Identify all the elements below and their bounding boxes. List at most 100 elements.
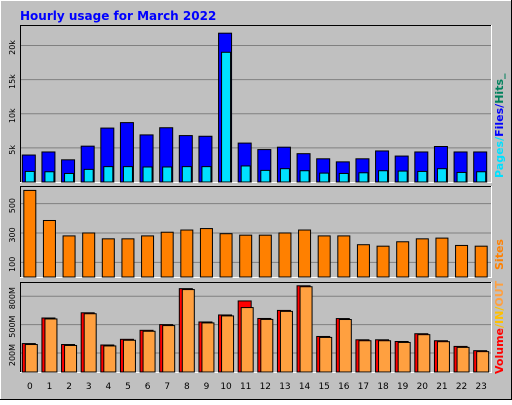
bar-out xyxy=(397,341,411,373)
bar-sites xyxy=(239,234,253,278)
bar-sites xyxy=(258,234,272,278)
bar-pages xyxy=(476,171,487,183)
ylabel-hits: Hits xyxy=(493,79,506,104)
ylabel-sep-1: / xyxy=(493,136,506,141)
x-tick-label: 16 xyxy=(338,382,350,392)
x-tick-label: 1 xyxy=(47,382,53,392)
bar-out xyxy=(44,318,58,373)
panel-hits-files-pages: 5k 10k 15k 20k xyxy=(8,25,492,183)
x-tick-label: 3 xyxy=(86,382,92,392)
bar-out xyxy=(83,313,97,373)
bar-pages xyxy=(142,166,153,183)
bar-sites xyxy=(160,231,174,278)
bar-out xyxy=(260,318,274,373)
bar-pages xyxy=(201,166,212,183)
ylabel-sites: Sites xyxy=(493,239,506,270)
y-tick-label: 5k xyxy=(8,145,17,155)
bar-out xyxy=(122,339,136,373)
x-tick-label: 13 xyxy=(279,382,290,392)
bar-pages xyxy=(358,172,369,183)
bar-pages xyxy=(338,172,349,183)
bar-sites xyxy=(141,235,155,278)
bar-out xyxy=(24,344,38,373)
bar-pages xyxy=(64,172,75,183)
y-tick-label: 20k xyxy=(8,40,17,55)
bar-sites xyxy=(42,219,56,278)
bar-out xyxy=(162,325,176,373)
y-tick-label: 10k xyxy=(8,108,17,123)
x-tick-label: 5 xyxy=(125,382,131,392)
bar-out xyxy=(221,315,235,373)
y-tick-label: 500M xyxy=(8,315,17,337)
bar-pages xyxy=(83,168,94,183)
bar-pages xyxy=(162,166,173,183)
x-tick-label: 20 xyxy=(417,382,429,392)
bar-pages xyxy=(378,170,389,183)
x-tick-label: 14 xyxy=(299,382,311,392)
bar-pages xyxy=(436,168,447,183)
bar-pages xyxy=(24,170,35,183)
bar-out xyxy=(240,307,254,373)
bar-out xyxy=(436,341,450,373)
x-tick-label: 2 xyxy=(66,382,72,392)
bar-sites xyxy=(62,235,76,278)
x-tick-label: 22 xyxy=(456,382,467,392)
y-tick-label: 500 xyxy=(8,198,17,213)
y-tick-label: 300 xyxy=(8,227,17,242)
bar-sites xyxy=(278,232,292,278)
panel-volume: 200M 500M 800M xyxy=(8,282,492,373)
bar-pages xyxy=(319,172,330,183)
bar-sites xyxy=(376,245,390,278)
x-tick-label: 10 xyxy=(220,382,232,392)
bar-out xyxy=(456,346,470,373)
ylabel-volume: Volume xyxy=(493,328,506,374)
y-tick-label: 200M xyxy=(8,344,17,366)
x-tick-label: 17 xyxy=(358,382,369,392)
bar-pages xyxy=(44,171,55,183)
x-tick-label: 8 xyxy=(184,382,190,392)
bar-out xyxy=(417,334,431,373)
bar-sites xyxy=(180,229,194,278)
bar-out xyxy=(319,336,333,373)
bar-sites xyxy=(199,228,213,278)
bar-out xyxy=(181,289,195,373)
bar-pages xyxy=(122,166,133,183)
bar-out xyxy=(378,340,392,373)
bar-pages xyxy=(181,166,192,183)
bar-sites xyxy=(101,238,115,278)
bar-pages xyxy=(299,170,310,183)
bar-out xyxy=(299,286,313,373)
x-tick-label: 18 xyxy=(377,382,389,392)
ylabel-pages: Pages xyxy=(493,140,506,178)
bar-out xyxy=(142,330,156,373)
bar-sites xyxy=(435,237,449,278)
bar-sites xyxy=(356,244,370,278)
ylabel-sep-3: / xyxy=(493,323,506,328)
bar-out xyxy=(279,310,293,373)
x-tick-label: 15 xyxy=(318,382,329,392)
bar-sites xyxy=(317,235,331,278)
x-tick-label: 11 xyxy=(240,382,251,392)
x-tick-label: 0 xyxy=(27,382,33,392)
x-tick-label: 19 xyxy=(397,382,409,392)
bar-pages xyxy=(103,166,114,183)
chart-title: Hourly usage for March 2022 xyxy=(20,9,216,23)
bar-out xyxy=(338,319,352,373)
ylabel-files: Files xyxy=(493,107,506,137)
bar-out xyxy=(476,351,490,373)
bar-pages xyxy=(417,170,428,183)
bar-out xyxy=(64,344,78,373)
bar-pages xyxy=(221,51,232,183)
ylabel-volume-in-out: Volume/IN/OUT xyxy=(493,280,506,374)
bar-sites xyxy=(121,238,135,278)
x-tick-label: 9 xyxy=(204,382,210,392)
ylabel-out: OUT xyxy=(493,280,506,306)
ylabel-in: IN xyxy=(493,311,506,324)
bar-sites xyxy=(337,235,351,278)
bar-pages xyxy=(397,170,408,183)
x-tick-label: 7 xyxy=(164,382,170,392)
bar-sites xyxy=(219,233,233,278)
x-tick-label: 21 xyxy=(436,382,447,392)
bar-sites xyxy=(396,241,410,278)
